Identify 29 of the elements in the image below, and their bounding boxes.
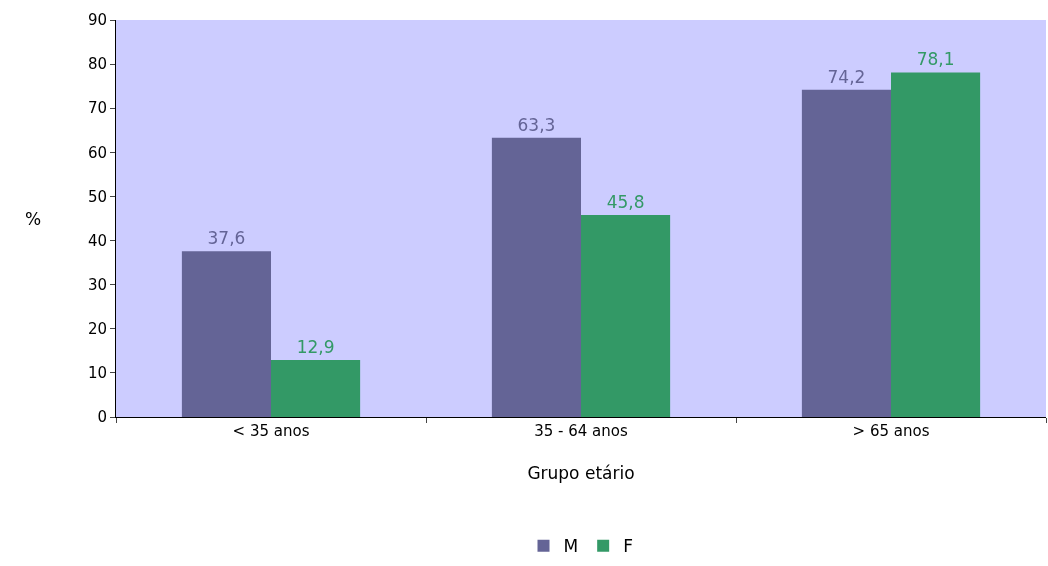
y-tick-label: 50 <box>87 187 107 206</box>
y-tick-label: 60 <box>87 143 107 162</box>
data-label: 12,9 <box>296 337 335 358</box>
x-tick-label: 35 - 64 anos <box>534 422 628 440</box>
x-tick-label: < 35 anos <box>232 422 310 440</box>
x-tick-label: > 65 anos <box>852 422 930 440</box>
data-label: 78,1 <box>916 49 955 70</box>
legend-label: M <box>563 536 579 557</box>
y-tick-label: 20 <box>87 320 107 339</box>
bar <box>801 89 891 417</box>
y-tick-label: 30 <box>87 275 107 294</box>
bar <box>491 137 581 417</box>
y-tick-label: 10 <box>87 364 107 383</box>
y-axis-title: % <box>25 209 42 229</box>
legend-label: F <box>623 536 633 557</box>
data-label: 74,2 <box>827 66 866 87</box>
y-tick-label: 90 <box>87 11 107 30</box>
bar <box>891 72 981 417</box>
bar <box>581 214 671 417</box>
bar <box>271 360 361 417</box>
y-tick-label: 40 <box>87 231 107 250</box>
bar <box>181 251 271 417</box>
y-tick-label: 0 <box>97 408 107 427</box>
data-label: 37,6 <box>207 228 246 249</box>
y-tick-label: 70 <box>87 99 107 118</box>
data-label: 45,8 <box>606 191 645 212</box>
y-tick-label: 80 <box>87 55 107 74</box>
x-axis-title: Grupo etário <box>527 463 635 484</box>
data-label: 63,3 <box>517 114 556 135</box>
